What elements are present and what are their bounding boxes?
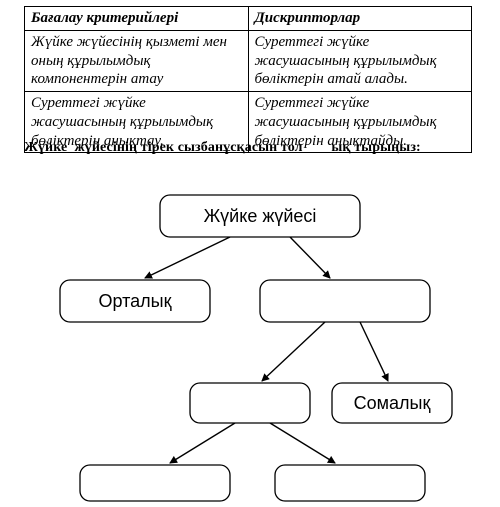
node-n_right: [260, 280, 430, 322]
edge-n_r_l-n_b_r: [270, 423, 335, 463]
criteria-cell: Жүйке жүйесінің қызметі мен оның құрылым…: [25, 30, 249, 91]
edge-n_right-n_r_l: [262, 322, 325, 381]
page-root: Бағалау критерийлері Дискрипторлар Жүйке…: [0, 0, 500, 507]
edge-n_r_l-n_b_l: [170, 423, 235, 463]
node-box-n_b_l: [80, 465, 230, 501]
instruction-left: Жүйке жүйесінің тірек сызбанұсқасын тол: [24, 140, 303, 155]
instruction-gap: [303, 140, 332, 155]
node-label-n_r_r: Сомалық: [354, 393, 431, 413]
table-header-row: Бағалау критерийлері Дискрипторлар: [25, 7, 472, 31]
col-header-criteria: Бағалау критерийлері: [25, 7, 249, 31]
instruction-text: Жүйке жүйесінің тірек сызбанұсқасын тол …: [24, 140, 421, 156]
diagram-nodes: Жүйке жүйесі Орталық Сомалық: [60, 195, 452, 501]
edge-root-n_right: [290, 237, 330, 278]
node-n_b_l: [80, 465, 230, 501]
node-n_b_r: [275, 465, 425, 501]
node-n_r_l: [190, 383, 310, 423]
tree-diagram: Жүйке жүйесі Орталық Сомалық: [0, 165, 500, 505]
table-row: Жүйке жүйесінің қызметі мен оның құрылым…: [25, 30, 472, 91]
edge-n_right-n_r_r: [360, 322, 388, 381]
node-label-n_left: Орталық: [99, 291, 172, 311]
criteria-table: Бағалау критерийлері Дискрипторлар Жүйке…: [24, 6, 472, 153]
diagram-edges: [145, 237, 388, 463]
node-box-n_b_r: [275, 465, 425, 501]
node-label-root: Жүйке жүйесі: [204, 206, 317, 226]
col-header-descriptors: Дискрипторлар: [248, 7, 472, 31]
instruction-right: ық тырыңыз:: [331, 140, 420, 155]
node-n_r_r: Сомалық: [332, 383, 452, 423]
node-root: Жүйке жүйесі: [160, 195, 360, 237]
node-box-n_right: [260, 280, 430, 322]
edge-root-n_left: [145, 237, 230, 278]
descriptor-cell: Суреттегі жүйке жасушасының құрылымдық б…: [248, 30, 472, 91]
node-n_left: Орталық: [60, 280, 210, 322]
node-box-n_r_l: [190, 383, 310, 423]
